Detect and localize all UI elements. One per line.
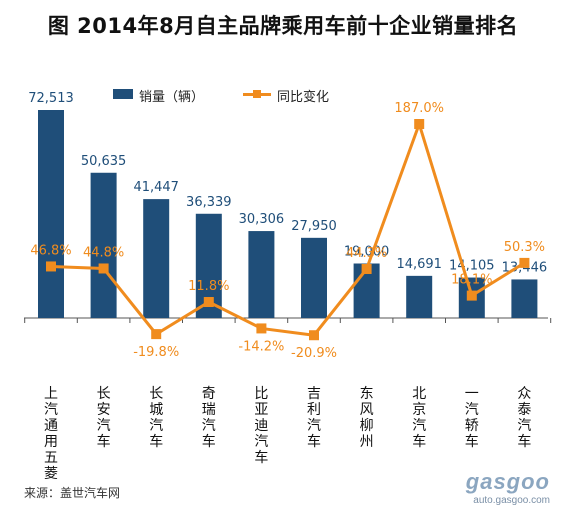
sales-bar <box>90 172 117 318</box>
growth-value-label: 18.1% <box>451 273 492 288</box>
source-note: 来源：盖世汽车网 <box>24 486 121 500</box>
growth-marker <box>46 261 56 272</box>
growth-line <box>50 119 526 337</box>
category-label: 车 <box>149 433 163 450</box>
category-label: 通 <box>44 418 58 434</box>
category-label: 汽 <box>465 402 479 418</box>
watermark-brand: gasgoo <box>465 469 550 494</box>
sales-value-label: 50,635 <box>81 154 127 169</box>
growth-value-label: 44.8% <box>83 245 124 260</box>
category-label: 车 <box>307 433 321 450</box>
category-label: 汽 <box>149 418 163 434</box>
sales-value-label: 36,339 <box>186 195 232 210</box>
legend-sales-label: 销量（辆） <box>139 90 205 105</box>
category-label: 长 <box>149 386 163 402</box>
growth-marker <box>414 119 425 129</box>
growth-marker <box>309 330 319 341</box>
growth-value-label: 50.3% <box>504 240 545 255</box>
category-label: 泰 <box>517 402 531 418</box>
growth-value-label: 44.3% <box>346 246 387 261</box>
category-label: 州 <box>360 434 374 450</box>
category-label: 汽 <box>44 402 58 418</box>
sales-bar <box>248 231 275 318</box>
sales-value-label: 27,950 <box>291 219 337 234</box>
category-label: 京 <box>412 402 426 418</box>
growth-value-label: 11.8% <box>188 279 229 294</box>
category-label: 比 <box>254 386 268 402</box>
category-label: 车 <box>97 433 111 450</box>
category-label: 车 <box>202 433 216 450</box>
category-label: 安 <box>97 402 111 418</box>
growth-marker <box>203 297 214 308</box>
category-label: 亚 <box>254 402 268 418</box>
growth-marker <box>151 329 162 340</box>
category-label: 五 <box>44 450 58 466</box>
category-label: 奇 <box>202 385 216 402</box>
category-label: 北 <box>412 386 426 402</box>
category-label: 吉 <box>307 386 321 402</box>
growth-value-label: -19.8% <box>133 345 179 360</box>
category-label: 柳 <box>360 417 374 434</box>
category-label: 利 <box>307 402 321 418</box>
category-label: 菱 <box>44 466 58 482</box>
category-label: 车 <box>412 433 426 450</box>
category-label: 车 <box>465 433 479 450</box>
growth-value-label: -20.9% <box>291 346 337 361</box>
legend-growth-label: 同比变化 <box>277 90 330 105</box>
category-label: 汽 <box>97 418 111 434</box>
sales-value-label: 19,000 <box>344 244 390 259</box>
category-label: 汽 <box>202 418 216 434</box>
growth-value-label: -14.2% <box>238 339 284 354</box>
sales-bar <box>301 237 327 318</box>
sales-value-label: 41,447 <box>133 180 179 195</box>
category-label: 汽 <box>517 418 531 434</box>
sales-value-label: 72,513 <box>28 91 74 106</box>
growth-value-label: 46.8% <box>30 243 71 258</box>
sales-bar <box>38 110 64 318</box>
growth-marker <box>98 263 109 274</box>
growth-marker <box>519 257 530 268</box>
category-label: 城 <box>149 402 163 418</box>
category-label: 汽 <box>307 418 321 434</box>
sales-value-label: 30,306 <box>239 212 285 227</box>
sales-value-label: 14,105 <box>449 259 495 274</box>
growth-marker <box>361 263 372 274</box>
growth-value-label: 187.0% <box>394 101 444 116</box>
chart-title: 图 2014年8月自主品牌乘用车前十企业销量排名 <box>47 14 519 38</box>
category-label: 上 <box>44 386 58 402</box>
category-label: 汽 <box>254 434 268 450</box>
category-label: 车 <box>517 433 531 450</box>
category-label: 长 <box>97 386 111 402</box>
category-label: 瑞 <box>202 402 216 418</box>
category-label: 汽 <box>412 418 426 434</box>
legend-bar-swatch <box>113 89 133 99</box>
growth-marker <box>256 323 267 334</box>
growth-marker <box>466 290 477 301</box>
sales-bar <box>511 279 538 318</box>
category-label: 轿 <box>465 418 479 434</box>
category-label: 东 <box>360 386 374 402</box>
category-label: 用 <box>44 434 58 450</box>
legend-line-marker <box>253 90 261 98</box>
sales-bar <box>406 275 433 318</box>
watermark: gasgoo auto.gasgoo.com <box>466 469 550 506</box>
category-label: 众 <box>517 386 531 402</box>
category-label: 迪 <box>254 418 268 434</box>
sales-value-label: 14,691 <box>396 257 442 272</box>
watermark-url: auto.gasgoo.com <box>473 495 550 506</box>
category-label: 车 <box>254 449 268 466</box>
category-label: 风 <box>360 402 374 418</box>
category-label: 一 <box>465 386 479 402</box>
sales-bar <box>143 199 170 318</box>
